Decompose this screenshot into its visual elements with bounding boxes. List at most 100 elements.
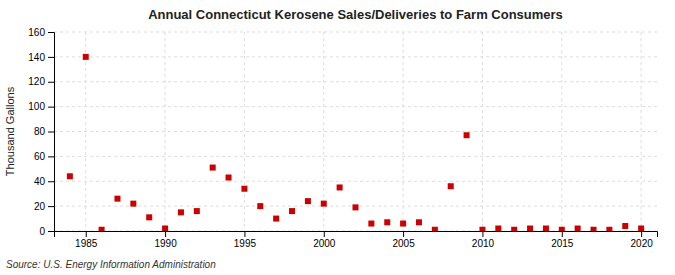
- y-grid-line: [54, 81, 657, 82]
- point: [527, 226, 533, 231]
- y-grid-line: [54, 131, 657, 132]
- point: [321, 201, 327, 207]
- y-axis-tick-mark: [48, 82, 54, 83]
- y-axis-tick: 80: [34, 126, 54, 137]
- point: [257, 203, 263, 209]
- x-axis-tick: 2005: [392, 231, 415, 249]
- y-axis-title: Thousand Gallons: [4, 86, 16, 176]
- x-axis-tick: 2010: [472, 231, 495, 249]
- x-axis-tick-mark: [324, 231, 325, 237]
- x-axis-tick-mark: [403, 231, 404, 237]
- point: [146, 214, 152, 220]
- y-axis-tick-mark: [48, 206, 54, 207]
- x-axis-tick-mark: [244, 231, 245, 237]
- x-grid-line: [482, 32, 483, 231]
- y-grid-line: [54, 32, 657, 33]
- point: [130, 201, 136, 207]
- x-axis-tick-label: 2020: [631, 238, 654, 249]
- y-axis-tick-label: 100: [28, 101, 45, 112]
- x-axis: 1985 1990 1995 2000 2005 2010 2015 2020: [55, 231, 658, 249]
- point: [194, 208, 200, 214]
- point: [368, 221, 374, 227]
- x-axis-tick: 1985: [75, 231, 98, 249]
- point: [273, 216, 279, 222]
- points: [67, 54, 644, 231]
- y-axis-tick: 0: [39, 226, 54, 237]
- y-axis-tick-label: 40: [34, 176, 46, 187]
- title: Annual Connecticut Kerosene Sales/Delive…: [148, 7, 563, 22]
- x-axis-tick-label: 1995: [234, 238, 257, 249]
- y-axis-tick-mark: [48, 107, 54, 108]
- x-axis-tick-label: 1985: [75, 238, 98, 249]
- x-axis-tick: 2015: [551, 231, 574, 249]
- point: [432, 227, 438, 231]
- x-grid-line: [641, 32, 642, 231]
- y-axis-tick-label: 140: [28, 52, 45, 63]
- point: [114, 196, 120, 202]
- point: [622, 223, 628, 229]
- point: [591, 227, 597, 231]
- point: [83, 54, 89, 60]
- point: [337, 184, 343, 190]
- point: [178, 209, 184, 215]
- point: [416, 219, 422, 225]
- y-grid-line: [54, 156, 657, 157]
- x-grid-line: [244, 32, 245, 231]
- x-axis-line: [55, 232, 658, 238]
- y-axis-tick-mark: [48, 231, 54, 232]
- point: [67, 173, 73, 179]
- point: [305, 198, 311, 204]
- y-axis-tick: 140: [28, 52, 54, 63]
- y-grid-line: [54, 56, 657, 57]
- point: [511, 227, 517, 231]
- x-grid-line: [403, 32, 404, 231]
- chart-svg: 1985 1990 1995 2000 2005 2010 2015 2020 0 20 40 60 8…: [0, 0, 675, 275]
- x-grid-line: [85, 32, 86, 231]
- point: [99, 227, 105, 231]
- x-axis-tick-mark: [482, 231, 483, 237]
- x-axis-tick-mark: [165, 231, 166, 237]
- x-axis-tick-label: 2005: [392, 238, 415, 249]
- y-axis-tick: 160: [28, 27, 54, 38]
- y-axis-tick: 20: [34, 201, 54, 212]
- point: [575, 226, 581, 231]
- x-axis-tick: 1995: [234, 231, 257, 249]
- x-axis-tick: 1990: [154, 231, 177, 249]
- x-axis-tick-mark: [86, 231, 87, 237]
- x-axis-tick-mark: [641, 231, 642, 237]
- y-axis-tick-mark: [48, 156, 54, 157]
- point: [543, 226, 549, 231]
- x-axis-tick-label: 2010: [472, 238, 495, 249]
- grid: [54, 32, 657, 231]
- source-note: Source: U.S. Energy Information Administ…: [6, 259, 216, 270]
- point: [448, 183, 454, 189]
- point: [162, 226, 168, 231]
- x-axis-tick: 2020: [631, 231, 654, 249]
- point: [638, 226, 644, 231]
- point: [384, 219, 390, 225]
- x-grid-line: [165, 32, 166, 231]
- y-axis-tick-mark: [48, 57, 54, 58]
- x-grid-line: [561, 32, 562, 231]
- y-axis-tick: 120: [28, 76, 54, 87]
- y-axis-tick-label: 80: [34, 126, 46, 137]
- y-axis-tick-label: 0: [39, 226, 45, 237]
- y-axis-tick: 60: [34, 151, 54, 162]
- point: [479, 227, 485, 231]
- y-axis-tick-mark: [48, 181, 54, 182]
- x-axis-tick-label: 2015: [551, 238, 574, 249]
- y-grid-line: [54, 181, 657, 182]
- x-axis-tick: 2000: [313, 231, 336, 249]
- x-axis-tick-label: 2000: [313, 238, 336, 249]
- y-grid-line: [54, 106, 657, 107]
- y-axis-tick: 40: [34, 176, 54, 187]
- y-axis-tick-label: 160: [28, 27, 45, 38]
- point: [289, 208, 295, 214]
- x-axis-tick-mark: [562, 231, 563, 237]
- point: [210, 165, 216, 171]
- y-axis-tick-label: 20: [34, 201, 46, 212]
- point: [353, 204, 359, 210]
- y-axis-tick-mark: [48, 32, 54, 33]
- point: [495, 226, 501, 231]
- point: [241, 186, 247, 192]
